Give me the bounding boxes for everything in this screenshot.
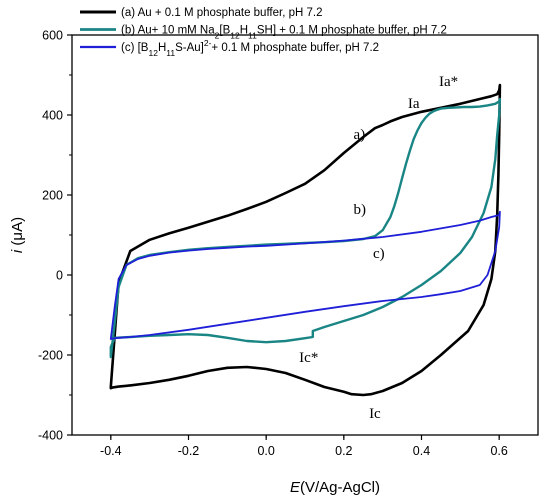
y-tick-label: 600: [42, 29, 63, 43]
legend-label: (c) [B12H11S-Au]2-+ 0.1 M phosphate buff…: [121, 38, 379, 58]
legend-label: (a) Au + 0.1 M phosphate buffer, pH 7.2: [121, 7, 323, 19]
x-axis-title: E(V/Ag-AgCl): [290, 479, 380, 496]
series-line-a: [109, 83, 502, 397]
series-group: [109, 83, 502, 397]
y-tick-label: 400: [42, 109, 63, 123]
annotations-group: Ia* Ia a) b) c) Ic* Ic: [299, 74, 458, 422]
y-axis-title: i (μA): [9, 217, 26, 253]
axis-ticks: -0.4 -0.2 0.0 0.2 0.4 0.6 -400 -200 0 200 400 600: [38, 29, 508, 459]
legend-label: (b) Au+ 10 mM Na2[B12H11SH] + 0.1 M phos…: [121, 25, 447, 41]
series-line-b: [109, 97, 502, 359]
x-tick-label: -0.2: [178, 444, 200, 458]
legend: (a) Au + 0.1 M phosphate buffer, pH 7.2 (…: [80, 7, 447, 58]
x-tick-label: 0.2: [335, 444, 352, 458]
y-tick-label: 200: [42, 189, 63, 203]
curve-annotation: Ia*: [439, 74, 458, 90]
curve-annotation: c): [373, 246, 385, 262]
curve-annotation: b): [354, 202, 367, 218]
curve-annotation: Ia: [408, 96, 420, 112]
y-tick-label: 0: [56, 269, 63, 283]
y-tick-label: -400: [38, 429, 63, 443]
x-tick-label: -0.4: [100, 444, 122, 458]
x-tick-label: 0.4: [413, 444, 430, 458]
plot-frame: [71, 34, 539, 436]
curve-annotation: a): [354, 127, 366, 143]
x-tick-label: 0.6: [490, 444, 507, 458]
y-tick-label: -200: [38, 349, 63, 363]
curve-annotation: Ic*: [299, 350, 318, 366]
curve-annotation: Ic: [369, 406, 381, 422]
series-line-c: [109, 210, 501, 340]
x-tick-label: 0.0: [257, 444, 274, 458]
